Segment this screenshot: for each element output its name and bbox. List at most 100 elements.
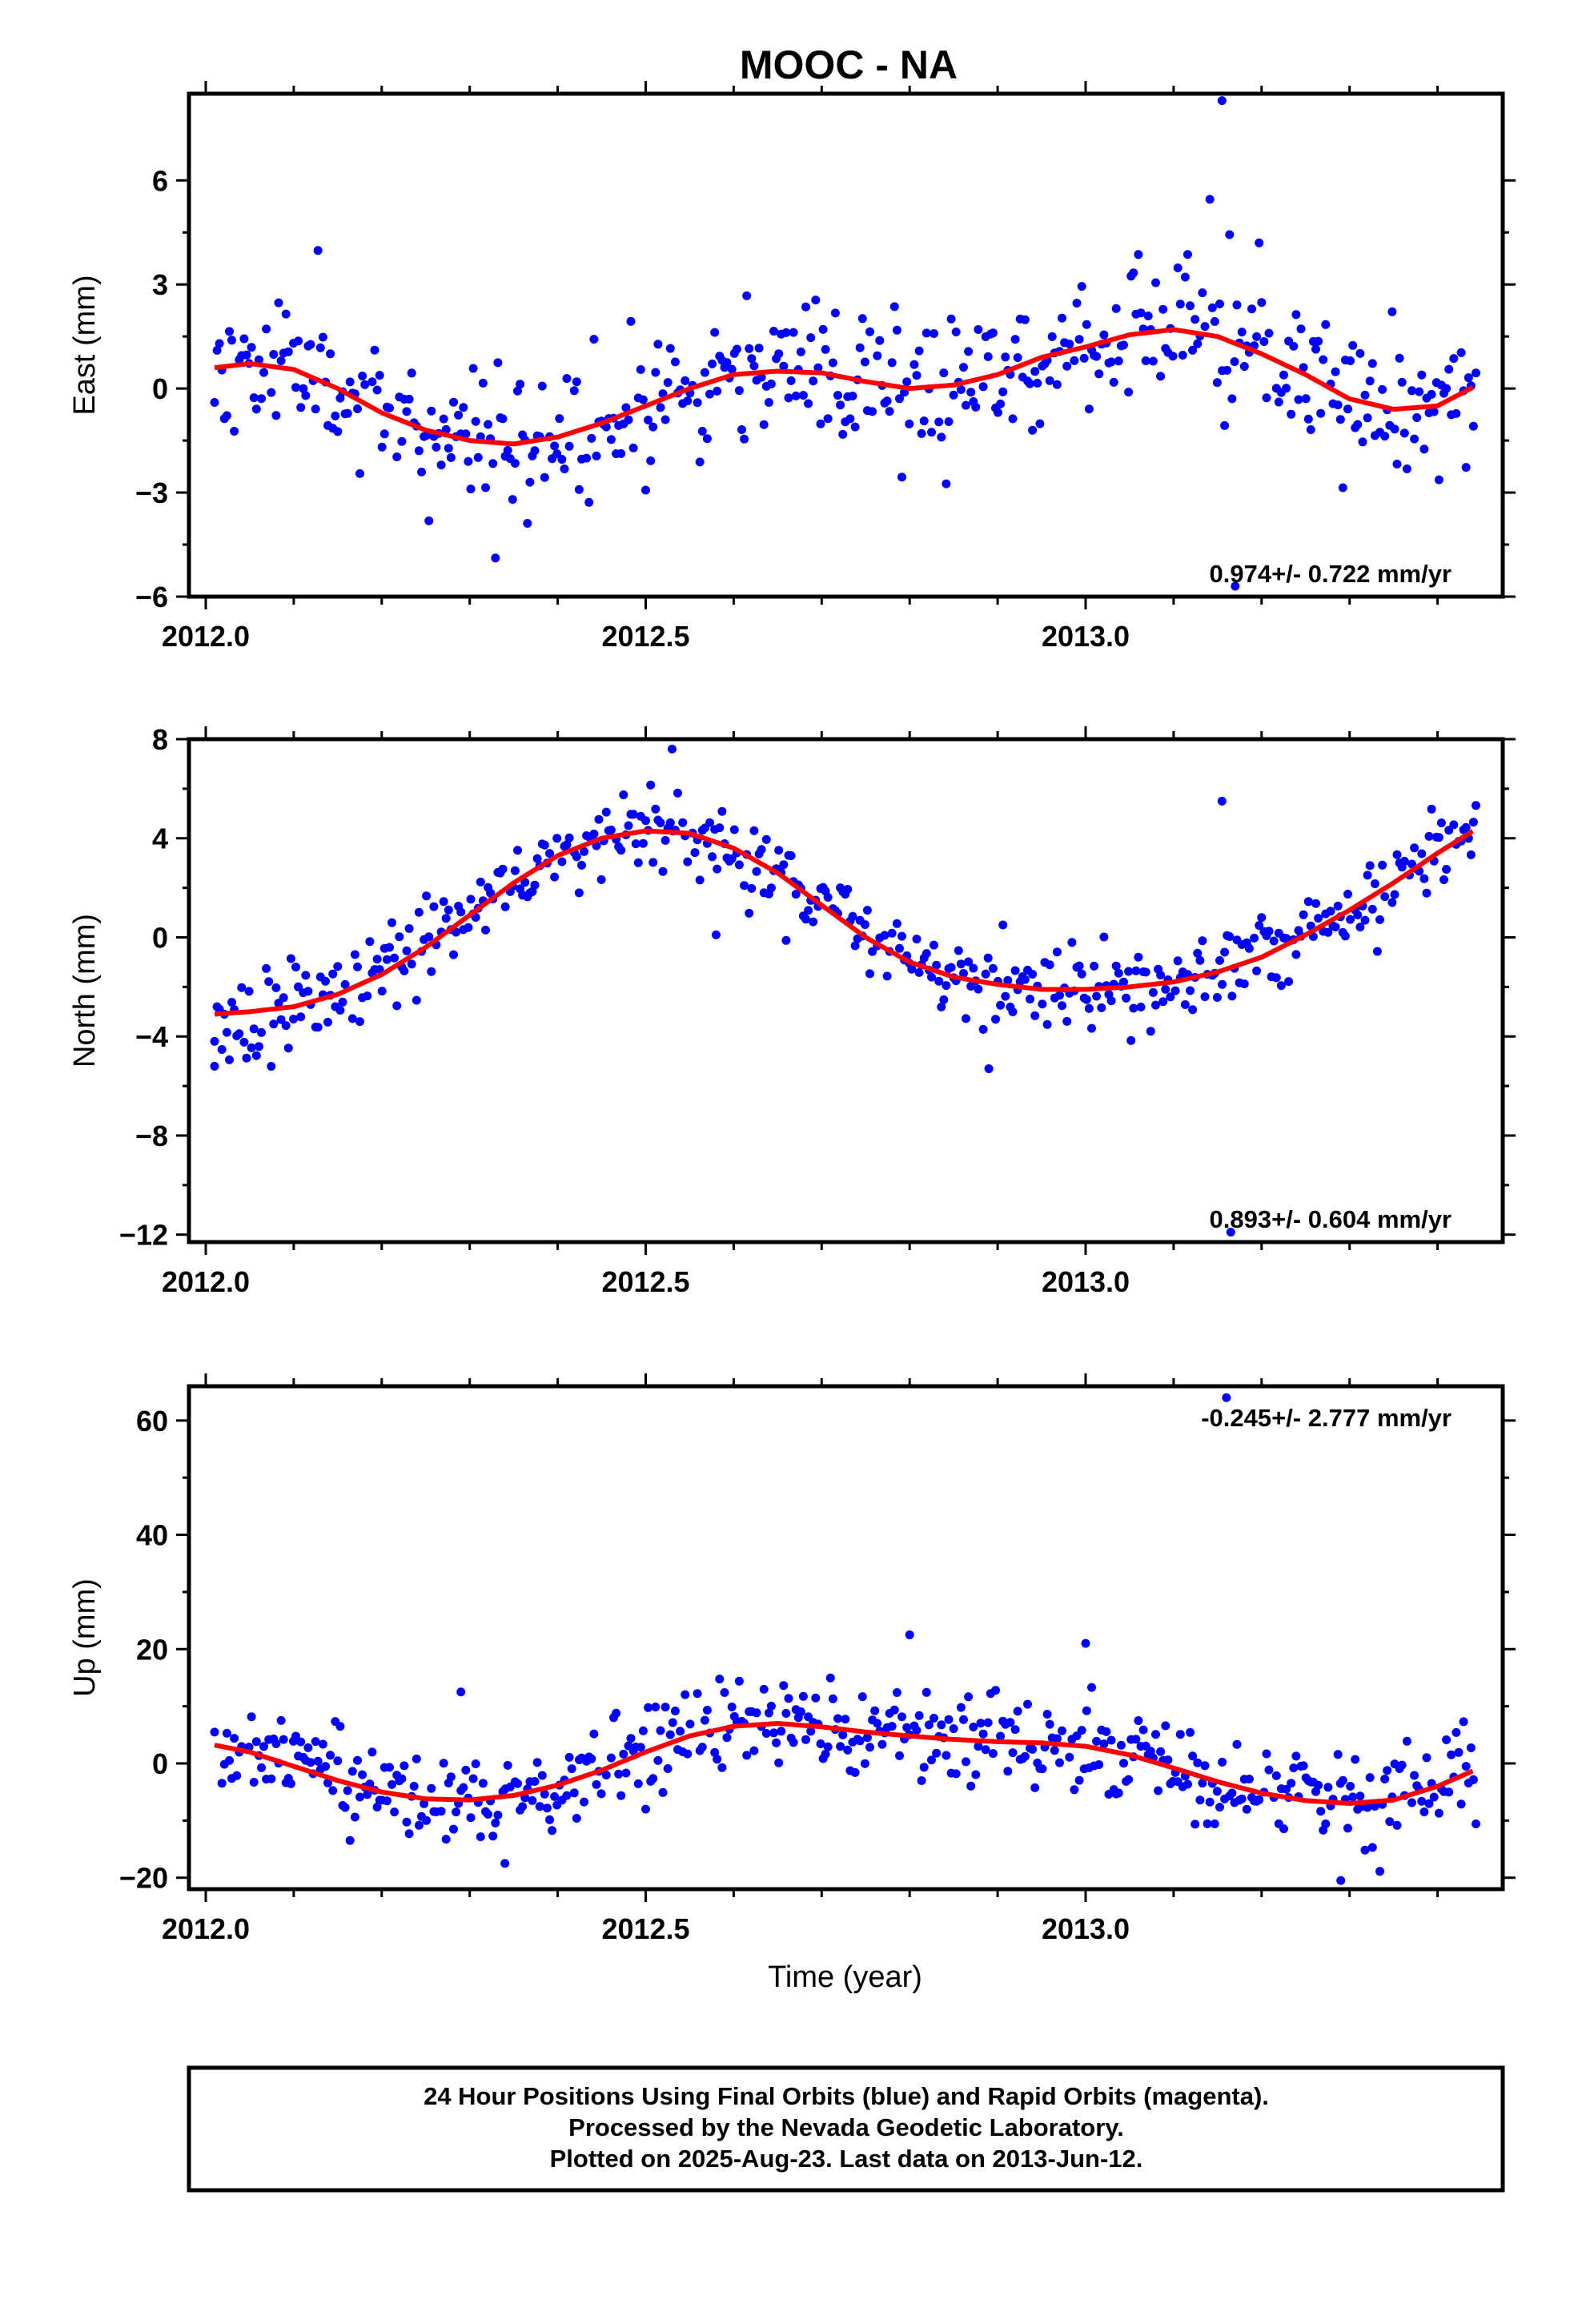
data-point	[259, 1742, 268, 1751]
data-point	[742, 1751, 752, 1760]
data-point	[713, 864, 722, 874]
data-point	[1116, 1740, 1126, 1750]
data-point	[1284, 977, 1294, 987]
x-tick-label: 2013.0	[1042, 1912, 1130, 1945]
data-point	[535, 1802, 544, 1811]
data-point	[1175, 300, 1185, 309]
data-point	[1146, 1747, 1155, 1756]
data-point	[895, 1751, 904, 1760]
data-point	[372, 955, 382, 964]
data-point	[850, 941, 860, 951]
data-point	[1348, 340, 1358, 350]
x-tick-label: 2012.5	[601, 1265, 689, 1298]
data-point	[749, 826, 759, 835]
data-point	[232, 1771, 242, 1780]
data-point	[988, 1749, 998, 1759]
data-point	[347, 1014, 357, 1023]
data-point	[262, 324, 271, 334]
data-point	[1239, 979, 1249, 989]
data-point	[951, 328, 961, 336]
data-point	[626, 1734, 636, 1743]
data-point	[912, 371, 921, 380]
data-point	[644, 1703, 653, 1712]
data-point	[927, 972, 936, 982]
data-point	[1030, 1011, 1040, 1020]
data-point	[1020, 315, 1030, 324]
data-point	[1227, 1788, 1237, 1798]
data-point	[328, 1786, 338, 1795]
data-point	[294, 982, 303, 991]
data-point	[1257, 913, 1267, 923]
data-point	[1269, 936, 1279, 946]
data-point	[484, 420, 493, 429]
data-point	[1412, 413, 1422, 422]
data-point	[752, 866, 761, 876]
data-point	[1314, 1780, 1323, 1790]
data-point	[759, 1684, 769, 1694]
data-point	[249, 1778, 259, 1787]
data-point	[700, 1715, 709, 1725]
data-point	[1215, 1803, 1224, 1812]
data-point-outlier	[905, 1630, 914, 1639]
data-point	[1010, 1725, 1020, 1735]
data-point	[1070, 356, 1079, 365]
data-point	[542, 1803, 552, 1813]
data-point	[1472, 368, 1480, 378]
data-point	[392, 452, 402, 461]
data-point	[663, 378, 673, 388]
data-point	[1203, 1819, 1212, 1828]
data-point	[540, 472, 549, 482]
data-point	[283, 347, 293, 356]
data-point	[315, 343, 325, 352]
data-point-outlier	[1336, 1876, 1346, 1885]
data-point	[949, 1724, 958, 1734]
data-point	[601, 807, 611, 817]
y-tick-label: 6	[152, 164, 168, 197]
data-point	[340, 979, 350, 989]
data-point	[865, 327, 874, 336]
data-point	[564, 441, 574, 451]
data-point	[1003, 975, 1013, 985]
data-point	[1077, 282, 1086, 292]
data-point	[222, 411, 231, 420]
data-point	[786, 851, 796, 860]
data-point	[1274, 397, 1283, 407]
data-point	[1399, 856, 1409, 866]
data-point	[400, 1761, 409, 1771]
data-point	[690, 848, 700, 858]
data-point	[921, 328, 931, 338]
data-point	[279, 1735, 288, 1744]
data-point	[921, 949, 931, 959]
data-point	[816, 1739, 825, 1748]
data-point	[772, 1738, 781, 1747]
panel-2: −12 −8 −4 0 4 8 2012.0 2012.5 2013.0 North (mm) 0.…	[68, 723, 1516, 1298]
data-point	[251, 1051, 261, 1060]
data-point	[1459, 1717, 1468, 1727]
rate-label: 0.974+/- 0.722 mm/yr	[1210, 560, 1452, 588]
data-point	[1351, 1755, 1360, 1764]
data-point	[1026, 995, 1034, 1003]
data-point	[335, 1006, 345, 1015]
data-point-outlier	[500, 1859, 510, 1868]
data-point	[471, 416, 480, 426]
data-point	[857, 314, 867, 324]
data-point	[1385, 1817, 1395, 1827]
data-point	[882, 396, 892, 406]
data-point	[774, 846, 784, 855]
data-point	[1129, 1003, 1138, 1013]
data-point	[1045, 960, 1054, 970]
data-point	[648, 422, 658, 432]
data-point	[722, 358, 732, 368]
data-point	[1452, 1727, 1461, 1737]
data-point	[471, 1759, 480, 1768]
data-point	[1114, 1788, 1123, 1798]
data-point	[1346, 1782, 1355, 1791]
data-point	[1205, 195, 1215, 204]
data-point	[956, 1703, 966, 1712]
data-point	[257, 394, 266, 404]
data-point	[1109, 377, 1118, 387]
data-point-outlier	[984, 1063, 994, 1073]
data-point	[860, 357, 869, 367]
data-point	[513, 846, 522, 855]
data-point	[1434, 475, 1443, 485]
